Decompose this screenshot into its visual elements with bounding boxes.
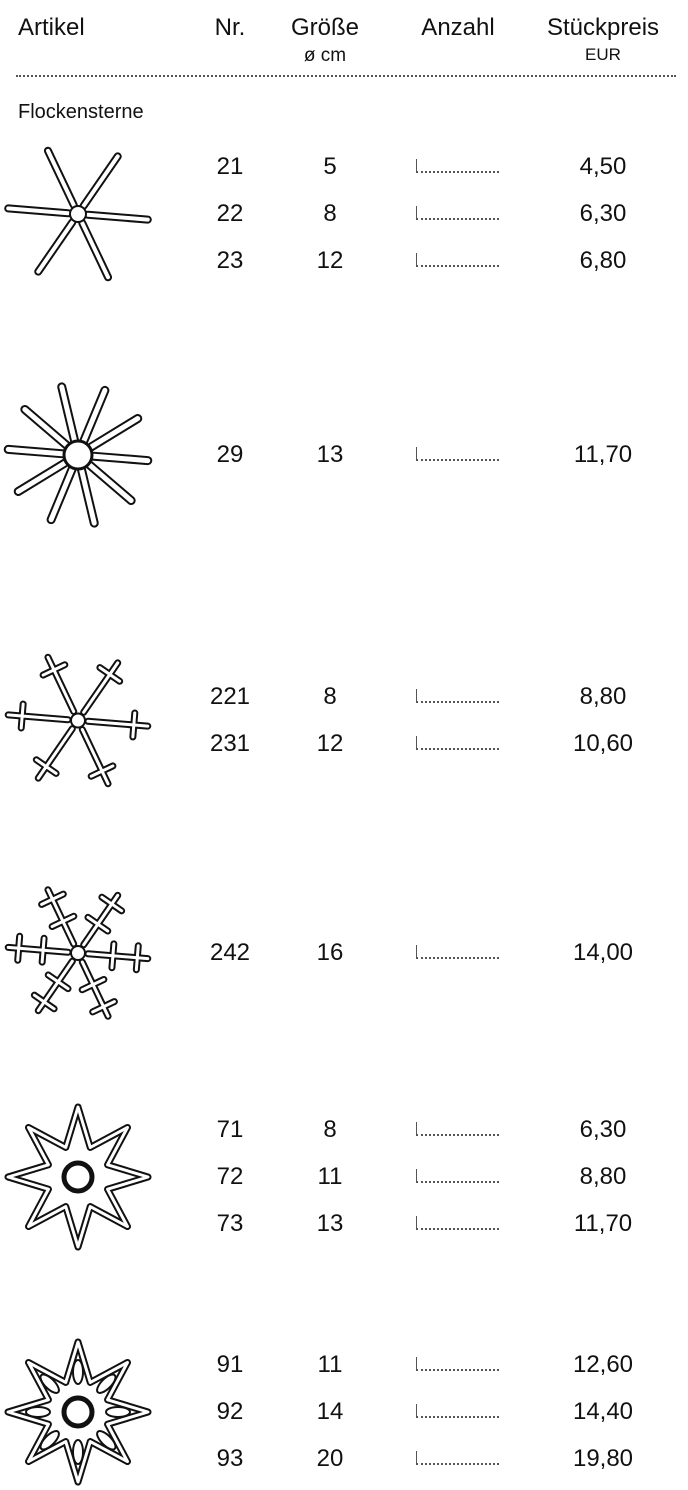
quantity-field[interactable] [416, 1451, 499, 1465]
quantity-field[interactable] [416, 1357, 499, 1371]
shape [96, 1373, 117, 1394]
quantity-field[interactable] [416, 447, 499, 461]
item-number: 92 [216, 1398, 244, 1425]
shape [62, 439, 94, 471]
shape [61, 1395, 95, 1429]
item-number: 91 [216, 1351, 244, 1378]
item-size: 5 [323, 153, 337, 180]
snowflake [4, 886, 152, 1020]
shape [69, 205, 87, 223]
shape [5, 384, 151, 526]
item-number: 231 [209, 730, 251, 757]
quantity-field[interactable] [416, 1122, 499, 1136]
shape [70, 712, 86, 729]
shape [6, 655, 150, 786]
item-size: 12 [316, 247, 344, 274]
column-subheader: ø cm [303, 45, 347, 66]
shape [96, 1430, 117, 1451]
snowflake [3, 382, 153, 528]
quantity-field[interactable] [416, 1404, 499, 1418]
column-header: Artikel [18, 14, 85, 41]
snowflake [4, 653, 152, 788]
column-header: Anzahl [421, 14, 495, 41]
quantity-field[interactable] [416, 945, 499, 959]
item-number: 22 [216, 200, 244, 227]
item-price: 8,80 [579, 1163, 627, 1190]
item-number: 72 [216, 1163, 244, 1190]
shape [61, 1160, 95, 1194]
item-number: 242 [209, 939, 251, 966]
quantity-field[interactable] [416, 253, 499, 267]
item-price: 6,30 [579, 200, 627, 227]
item-number: 23 [216, 247, 244, 274]
snowflake [4, 1103, 152, 1251]
divider [16, 75, 676, 77]
item-price: 11,70 [573, 441, 633, 468]
item-price: 14,40 [572, 1398, 634, 1425]
item-price: 12,60 [572, 1351, 634, 1378]
quantity-field[interactable] [416, 689, 499, 703]
column-subheader: EUR [585, 45, 621, 64]
item-number: 221 [209, 683, 251, 710]
shape [6, 148, 150, 280]
item-size: 8 [323, 1116, 337, 1143]
shape [105, 1406, 131, 1418]
section-title: Flockensterne [18, 101, 144, 123]
shape [39, 1373, 60, 1394]
column-header: Stückpreis [546, 14, 660, 41]
item-size: 14 [316, 1398, 344, 1425]
item-number: 73 [216, 1210, 244, 1237]
column-header: Größe [290, 14, 360, 41]
shape [39, 1430, 60, 1451]
quantity-field[interactable] [416, 1169, 499, 1183]
item-price: 19,80 [572, 1445, 634, 1472]
item-number: 71 [216, 1116, 244, 1143]
shape [25, 1406, 51, 1418]
shape [6, 1105, 150, 1249]
quantity-field[interactable] [416, 1216, 499, 1230]
snowflake [4, 1338, 152, 1486]
item-size: 13 [316, 1210, 344, 1237]
item-number: 21 [216, 153, 244, 180]
item-size: 11 [317, 1351, 343, 1378]
item-size: 8 [323, 683, 337, 710]
item-price: 14,00 [572, 939, 634, 966]
item-price: 10,60 [572, 730, 634, 757]
item-size: 20 [316, 1445, 344, 1472]
shape [6, 1340, 150, 1484]
snowflake [4, 146, 152, 282]
shape [6, 888, 150, 1018]
item-size: 11 [317, 1163, 343, 1190]
item-number: 93 [216, 1445, 244, 1472]
column-header: Nr. [214, 14, 246, 41]
item-size: 12 [316, 730, 344, 757]
quantity-field[interactable] [416, 736, 499, 750]
item-price: 6,30 [579, 1116, 627, 1143]
item-size: 13 [316, 441, 344, 468]
shape [72, 1439, 84, 1465]
item-price: 6,80 [579, 247, 627, 274]
quantity-field[interactable] [416, 206, 499, 220]
quantity-field[interactable] [416, 159, 499, 173]
shape [72, 1359, 84, 1385]
item-price: 11,70 [573, 1210, 633, 1237]
item-price: 8,80 [579, 683, 627, 710]
item-size: 16 [316, 939, 344, 966]
item-size: 8 [323, 200, 337, 227]
item-number: 29 [216, 441, 244, 468]
item-price: 4,50 [579, 153, 627, 180]
shape [70, 945, 86, 961]
